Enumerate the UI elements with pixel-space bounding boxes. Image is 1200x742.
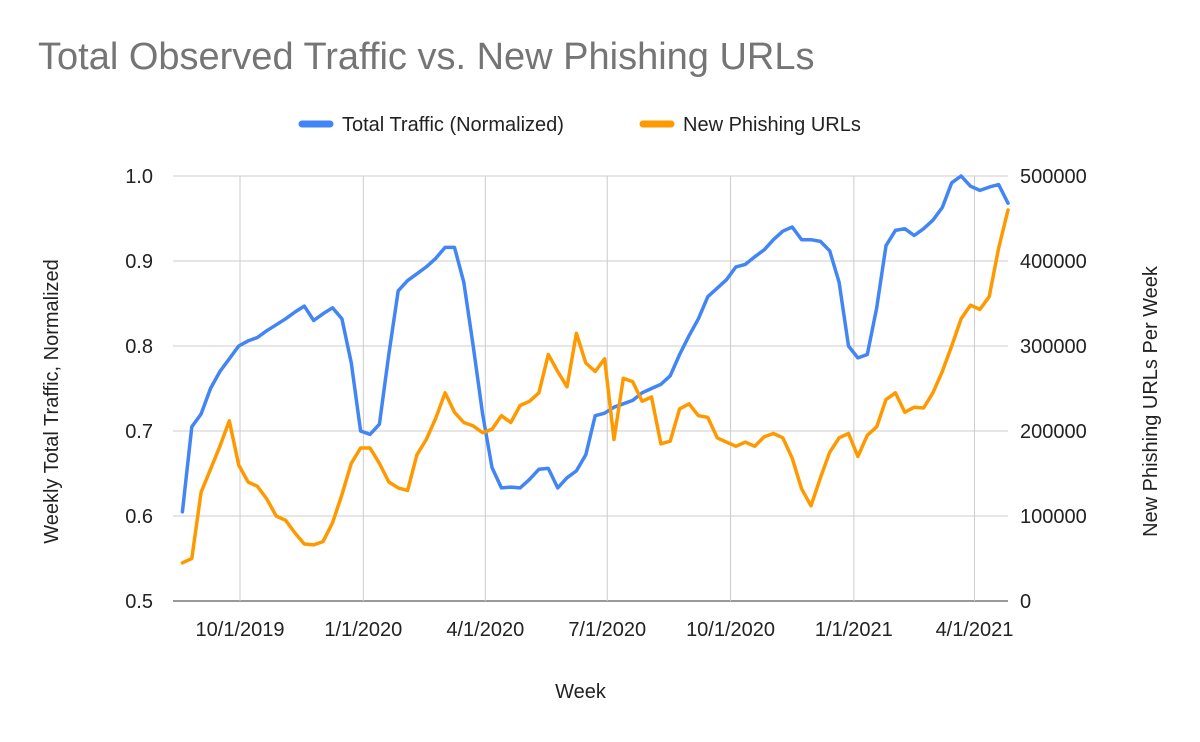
y-tick-label: 0.5 — [125, 591, 153, 613]
x-tick-label: 4/1/2021 — [936, 619, 1014, 641]
x-tick-label: 7/1/2020 — [568, 619, 646, 641]
legend-label: Total Traffic (Normalized) — [342, 114, 564, 136]
x-tick-label: 4/1/2020 — [446, 619, 524, 641]
y2-tick-label: 0 — [1020, 591, 1031, 613]
y-tick-label: 0.9 — [125, 251, 153, 273]
chart-title: Total Observed Traffic vs. New Phishing … — [38, 36, 815, 78]
x-axis-title: Week — [555, 681, 607, 703]
y-tick-label: 0.7 — [125, 421, 153, 443]
series-line-total-traffic — [180, 174, 1010, 514]
x-tick-label: 10/1/2019 — [196, 619, 285, 641]
y2-tick-label: 400000 — [1020, 251, 1087, 273]
y2-tick-label: 200000 — [1020, 421, 1087, 443]
series-line-new-phishing-urls — [180, 208, 1010, 565]
legend-label: New Phishing URLs — [683, 114, 861, 136]
y2-tick-label: 500000 — [1020, 166, 1087, 188]
y-tick-label: 0.6 — [125, 506, 153, 528]
y2-tick-label: 100000 — [1020, 506, 1087, 528]
x-tick-label: 1/1/2021 — [815, 619, 893, 641]
y-tick-label: 1.0 — [125, 166, 153, 188]
y-tick-label: 0.8 — [125, 336, 153, 358]
y2-axis-title: New Phishing URLs Per Week — [1140, 265, 1162, 537]
x-tick-label: 1/1/2020 — [324, 619, 402, 641]
x-tick-label: 10/1/2020 — [686, 619, 775, 641]
y-axis-title: Weekly Total Traffic, Normalized — [41, 259, 63, 544]
y2-tick-label: 300000 — [1020, 336, 1087, 358]
